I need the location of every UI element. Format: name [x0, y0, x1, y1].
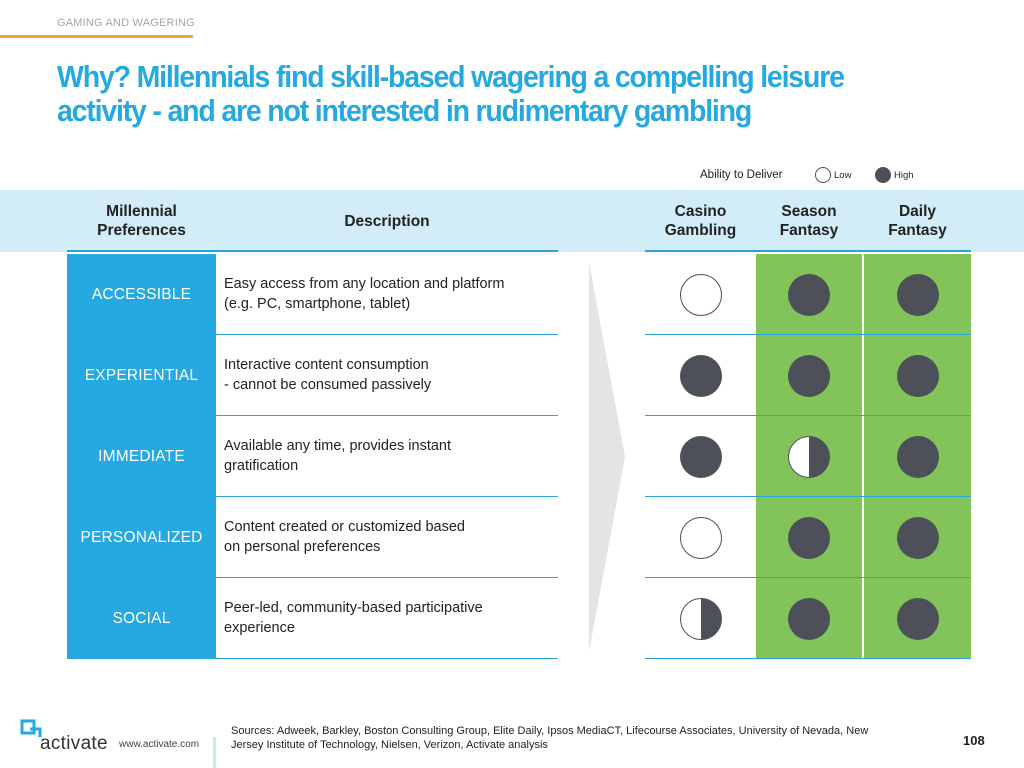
- casino-high-rating-icon: [680, 354, 722, 397]
- chevron-arrow-icon: [589, 262, 625, 652]
- description-cell: Content created or customized based on p…: [224, 519, 465, 555]
- header-casino: Casino Gambling: [664, 203, 737, 239]
- legend-low-label: Low: [834, 170, 852, 181]
- daily-high-rating-icon: [897, 435, 939, 478]
- header-preferences: Millennial Preferences: [97, 203, 186, 239]
- header-divider-right: [645, 250, 971, 252]
- row-divider: [645, 415, 971, 416]
- preference-cell: PERSONALIZED: [67, 497, 216, 578]
- row-divider: [645, 658, 971, 659]
- row-divider: [216, 415, 558, 416]
- description-cell: Available any time, provides instant gra…: [224, 438, 452, 474]
- preference-cell: ACCESSIBLE: [67, 254, 216, 335]
- low-circle-icon: [815, 167, 831, 183]
- season-high-rating-icon: [788, 273, 830, 316]
- daily-high-rating-icon: [897, 354, 939, 397]
- row-divider: [216, 577, 558, 578]
- preference-cell: IMMEDIATE: [67, 416, 216, 497]
- preference-cell: EXPERIENTIAL: [67, 335, 216, 416]
- description-cell: Peer-led, community-based participative …: [224, 600, 483, 636]
- page-title: Why? Millennials find skill-based wageri…: [57, 59, 845, 128]
- sources-note: Sources: Adweek, Barkley, Boston Consult…: [231, 725, 869, 751]
- row-divider: [216, 334, 558, 335]
- daily-high-rating-icon: [897, 516, 939, 559]
- row-divider: [216, 496, 558, 497]
- casino-high-rating-icon: [680, 435, 722, 478]
- casino-half-rating-icon: [680, 597, 722, 640]
- row-divider: [645, 577, 971, 578]
- header-season: Season Fantasy: [779, 203, 839, 239]
- page-number: 108: [963, 733, 985, 748]
- preference-cell: SOCIAL: [67, 578, 216, 659]
- website: www.activate.com: [119, 739, 200, 750]
- season-high-rating-icon: [788, 516, 830, 559]
- casino-low-rating-icon: [680, 273, 722, 316]
- daily-high-rating-icon: [897, 597, 939, 640]
- section-label: GAMING AND WAGERING: [57, 17, 195, 29]
- season-half-rating-icon: [788, 435, 830, 478]
- daily-high-rating-icon: [897, 273, 939, 316]
- description-cell: Easy access from any location and platfo…: [224, 276, 505, 312]
- header-divider-left: [67, 250, 558, 252]
- row-divider: [645, 496, 971, 497]
- legend-label: Ability to Deliver: [700, 169, 783, 181]
- season-high-rating-icon: [788, 354, 830, 397]
- legend-high-label: High: [894, 170, 914, 181]
- activate-logo-icon: [20, 719, 42, 737]
- casino-low-rating-icon: [680, 516, 722, 559]
- row-divider: [645, 334, 971, 335]
- row-divider: [216, 658, 558, 659]
- header-daily: Daily Fantasy: [888, 203, 947, 239]
- season-high-rating-icon: [788, 597, 830, 640]
- footer-accent-bar: [213, 737, 216, 768]
- header-description: Description: [344, 212, 430, 230]
- header-band: [0, 190, 1024, 252]
- high-circle-icon: [875, 167, 891, 183]
- brand-name: activate: [40, 733, 108, 754]
- description-cell: Interactive content consumption - cannot…: [224, 357, 432, 393]
- section-rule: [0, 35, 193, 38]
